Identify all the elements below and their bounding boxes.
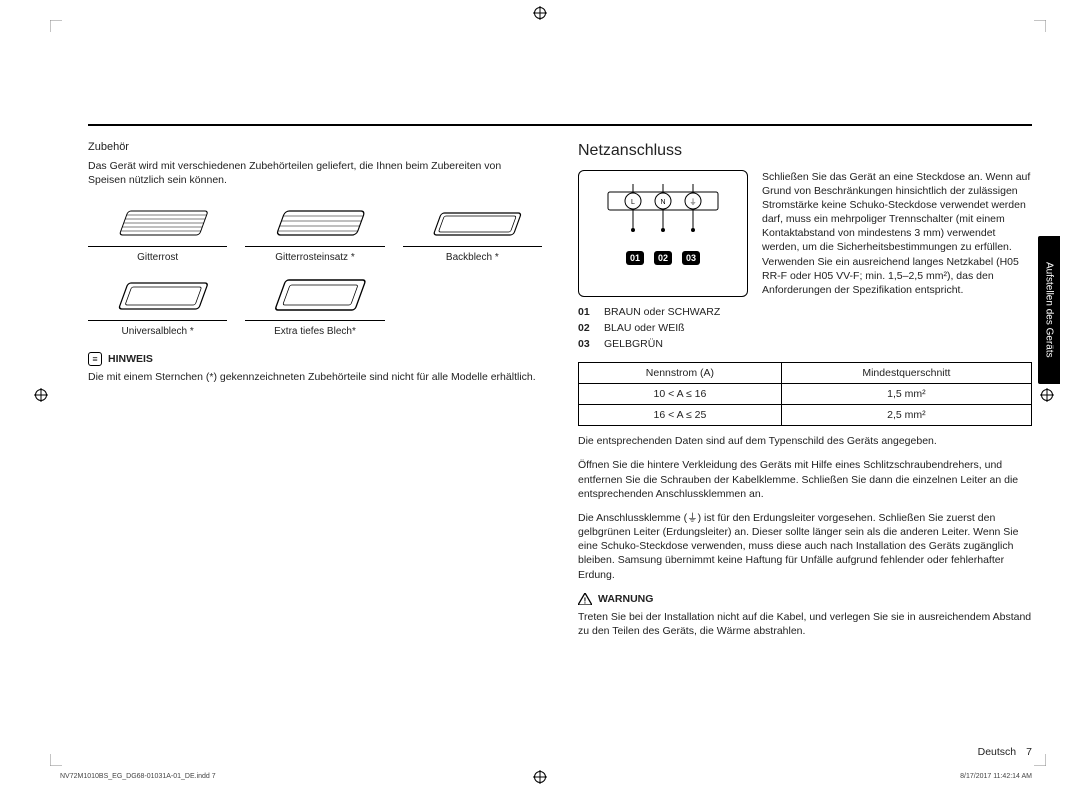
table-row: 10 < A ≤ 16 1,5 mm²	[579, 383, 1032, 404]
manual-page: Aufstellen des Geräts Zubehör Das Gerät …	[0, 0, 1080, 790]
wire-legend: 01 BRAUN oder SCHWARZ 02 BLAU oder WEIß …	[578, 305, 1032, 352]
legend-text: BLAU oder WEIß	[604, 321, 685, 335]
marker-03: 03	[682, 251, 700, 265]
accessory-item: Extra tiefes Blech*	[245, 273, 384, 339]
warning-icon: !	[578, 593, 592, 605]
accessory-label: Backblech *	[403, 251, 542, 265]
accessory-item: Universalblech *	[88, 273, 227, 339]
table-header: Nennstrom (A)	[579, 362, 782, 383]
para-typenschild: Die entsprechenden Daten sind auf dem Ty…	[578, 434, 1032, 448]
legend-text: GELBGRÜN	[604, 337, 663, 351]
imprint-line: NV72M1010BS_EG_DG68-01031A-01_DE.indd 7 …	[60, 773, 1032, 780]
content-columns: Zubehör Das Gerät wird mit verschiedenen…	[88, 140, 1032, 730]
legend-row: 01 BRAUN oder SCHWARZ	[578, 305, 1032, 319]
connection-figure: L N ⏚ 01 02 03	[578, 170, 748, 298]
svg-text:L: L	[631, 199, 635, 206]
accessory-label: Gitterrost	[88, 251, 227, 265]
accessory-empty	[403, 273, 542, 339]
marker-02: 02	[654, 251, 672, 265]
svg-text:⏚: ⏚	[690, 198, 697, 206]
accessory-item: Gitterrosteinsatz *	[245, 199, 384, 265]
crop-mark-tl	[50, 20, 62, 32]
connection-markers: 01 02 03	[585, 251, 741, 265]
legend-text: BRAUN oder SCHWARZ	[604, 305, 720, 319]
svg-text:!: !	[584, 596, 587, 605]
hinweis-label: HINWEIS	[108, 352, 153, 366]
note-icon: ≡	[88, 352, 102, 366]
footer-page-number: 7	[1026, 746, 1032, 758]
connection-row: L N ⏚ 01 02 03 Schließen Sie das Gerät a…	[578, 170, 1032, 298]
legend-row: 03 GELBGRÜN	[578, 337, 1032, 351]
table-cell: 1,5 mm²	[781, 383, 1031, 404]
hinweis-text: Die mit einem Sternchen (*) gekennzeichn…	[88, 370, 542, 384]
imprint-timestamp: 8/17/2017 11:42:14 AM	[960, 773, 1032, 780]
warnung-heading: ! WARNUNG	[578, 592, 1032, 606]
table-row: 16 < A ≤ 25 2,5 mm²	[579, 405, 1032, 426]
legend-num: 02	[578, 321, 596, 335]
top-rule	[88, 124, 1032, 126]
accessories-intro: Das Gerät wird mit verschiedenen Zubehör…	[88, 159, 542, 187]
accessory-label: Gitterrosteinsatz *	[245, 251, 384, 265]
registration-mark-left	[34, 388, 48, 402]
para-open-cover: Öffnen Sie die hintere Verkleidung des G…	[578, 458, 1032, 501]
legend-row: 02 BLAU oder WEIß	[578, 321, 1032, 335]
crop-mark-bl	[50, 754, 62, 766]
svg-text:N: N	[660, 199, 665, 206]
table-cell: 16 < A ≤ 25	[579, 405, 782, 426]
accessories-title: Zubehör	[88, 140, 542, 155]
hinweis-heading: ≡ HINWEIS	[88, 352, 542, 366]
warnung-text: Treten Sie bei der Installation nicht au…	[578, 610, 1032, 638]
accessory-item: Gitterrost	[88, 199, 227, 265]
registration-mark-right	[1040, 388, 1054, 402]
netzanschluss-title: Netzanschluss	[578, 140, 1032, 162]
table-cell: 10 < A ≤ 16	[579, 383, 782, 404]
accessory-grid: Gitterrost	[88, 199, 542, 338]
right-column: Netzanschluss L N	[574, 140, 1032, 730]
crop-mark-br	[1034, 754, 1046, 766]
accessory-figure-gitterrosteinsatz	[245, 199, 384, 247]
accessory-figure-backblech	[403, 199, 542, 247]
connection-paragraph: Schließen Sie das Gerät an eine Steckdos…	[762, 170, 1032, 298]
legend-num: 03	[578, 337, 596, 351]
spec-table: Nennstrom (A) Mindestquerschnitt 10 < A …	[578, 362, 1032, 427]
accessory-figure-gitterrost	[88, 199, 227, 247]
table-row: Nennstrom (A) Mindestquerschnitt	[579, 362, 1032, 383]
warnung-label: WARNUNG	[598, 592, 653, 606]
para-earth: Die Anschlussklemme (⏚) ist für den Erdu…	[578, 511, 1032, 582]
accessory-label: Universalblech *	[88, 325, 227, 339]
left-column: Zubehör Das Gerät wird mit verschiedenen…	[88, 140, 546, 730]
legend-num: 01	[578, 305, 596, 319]
accessory-label: Extra tiefes Blech*	[245, 325, 384, 339]
accessory-item: Backblech *	[403, 199, 542, 265]
crop-mark-tr	[1034, 20, 1046, 32]
accessory-figure-extratiefesblech	[245, 273, 384, 321]
table-cell: 2,5 mm²	[781, 405, 1031, 426]
table-header: Mindestquerschnitt	[781, 362, 1031, 383]
side-tab: Aufstellen des Geräts	[1038, 236, 1060, 384]
registration-mark-top	[533, 6, 547, 20]
imprint-file: NV72M1010BS_EG_DG68-01031A-01_DE.indd 7	[60, 773, 216, 780]
accessory-figure-universalblech	[88, 273, 227, 321]
footer-language: Deutsch	[978, 746, 1017, 758]
page-footer: Deutsch 7	[88, 746, 1032, 758]
marker-01: 01	[626, 251, 644, 265]
